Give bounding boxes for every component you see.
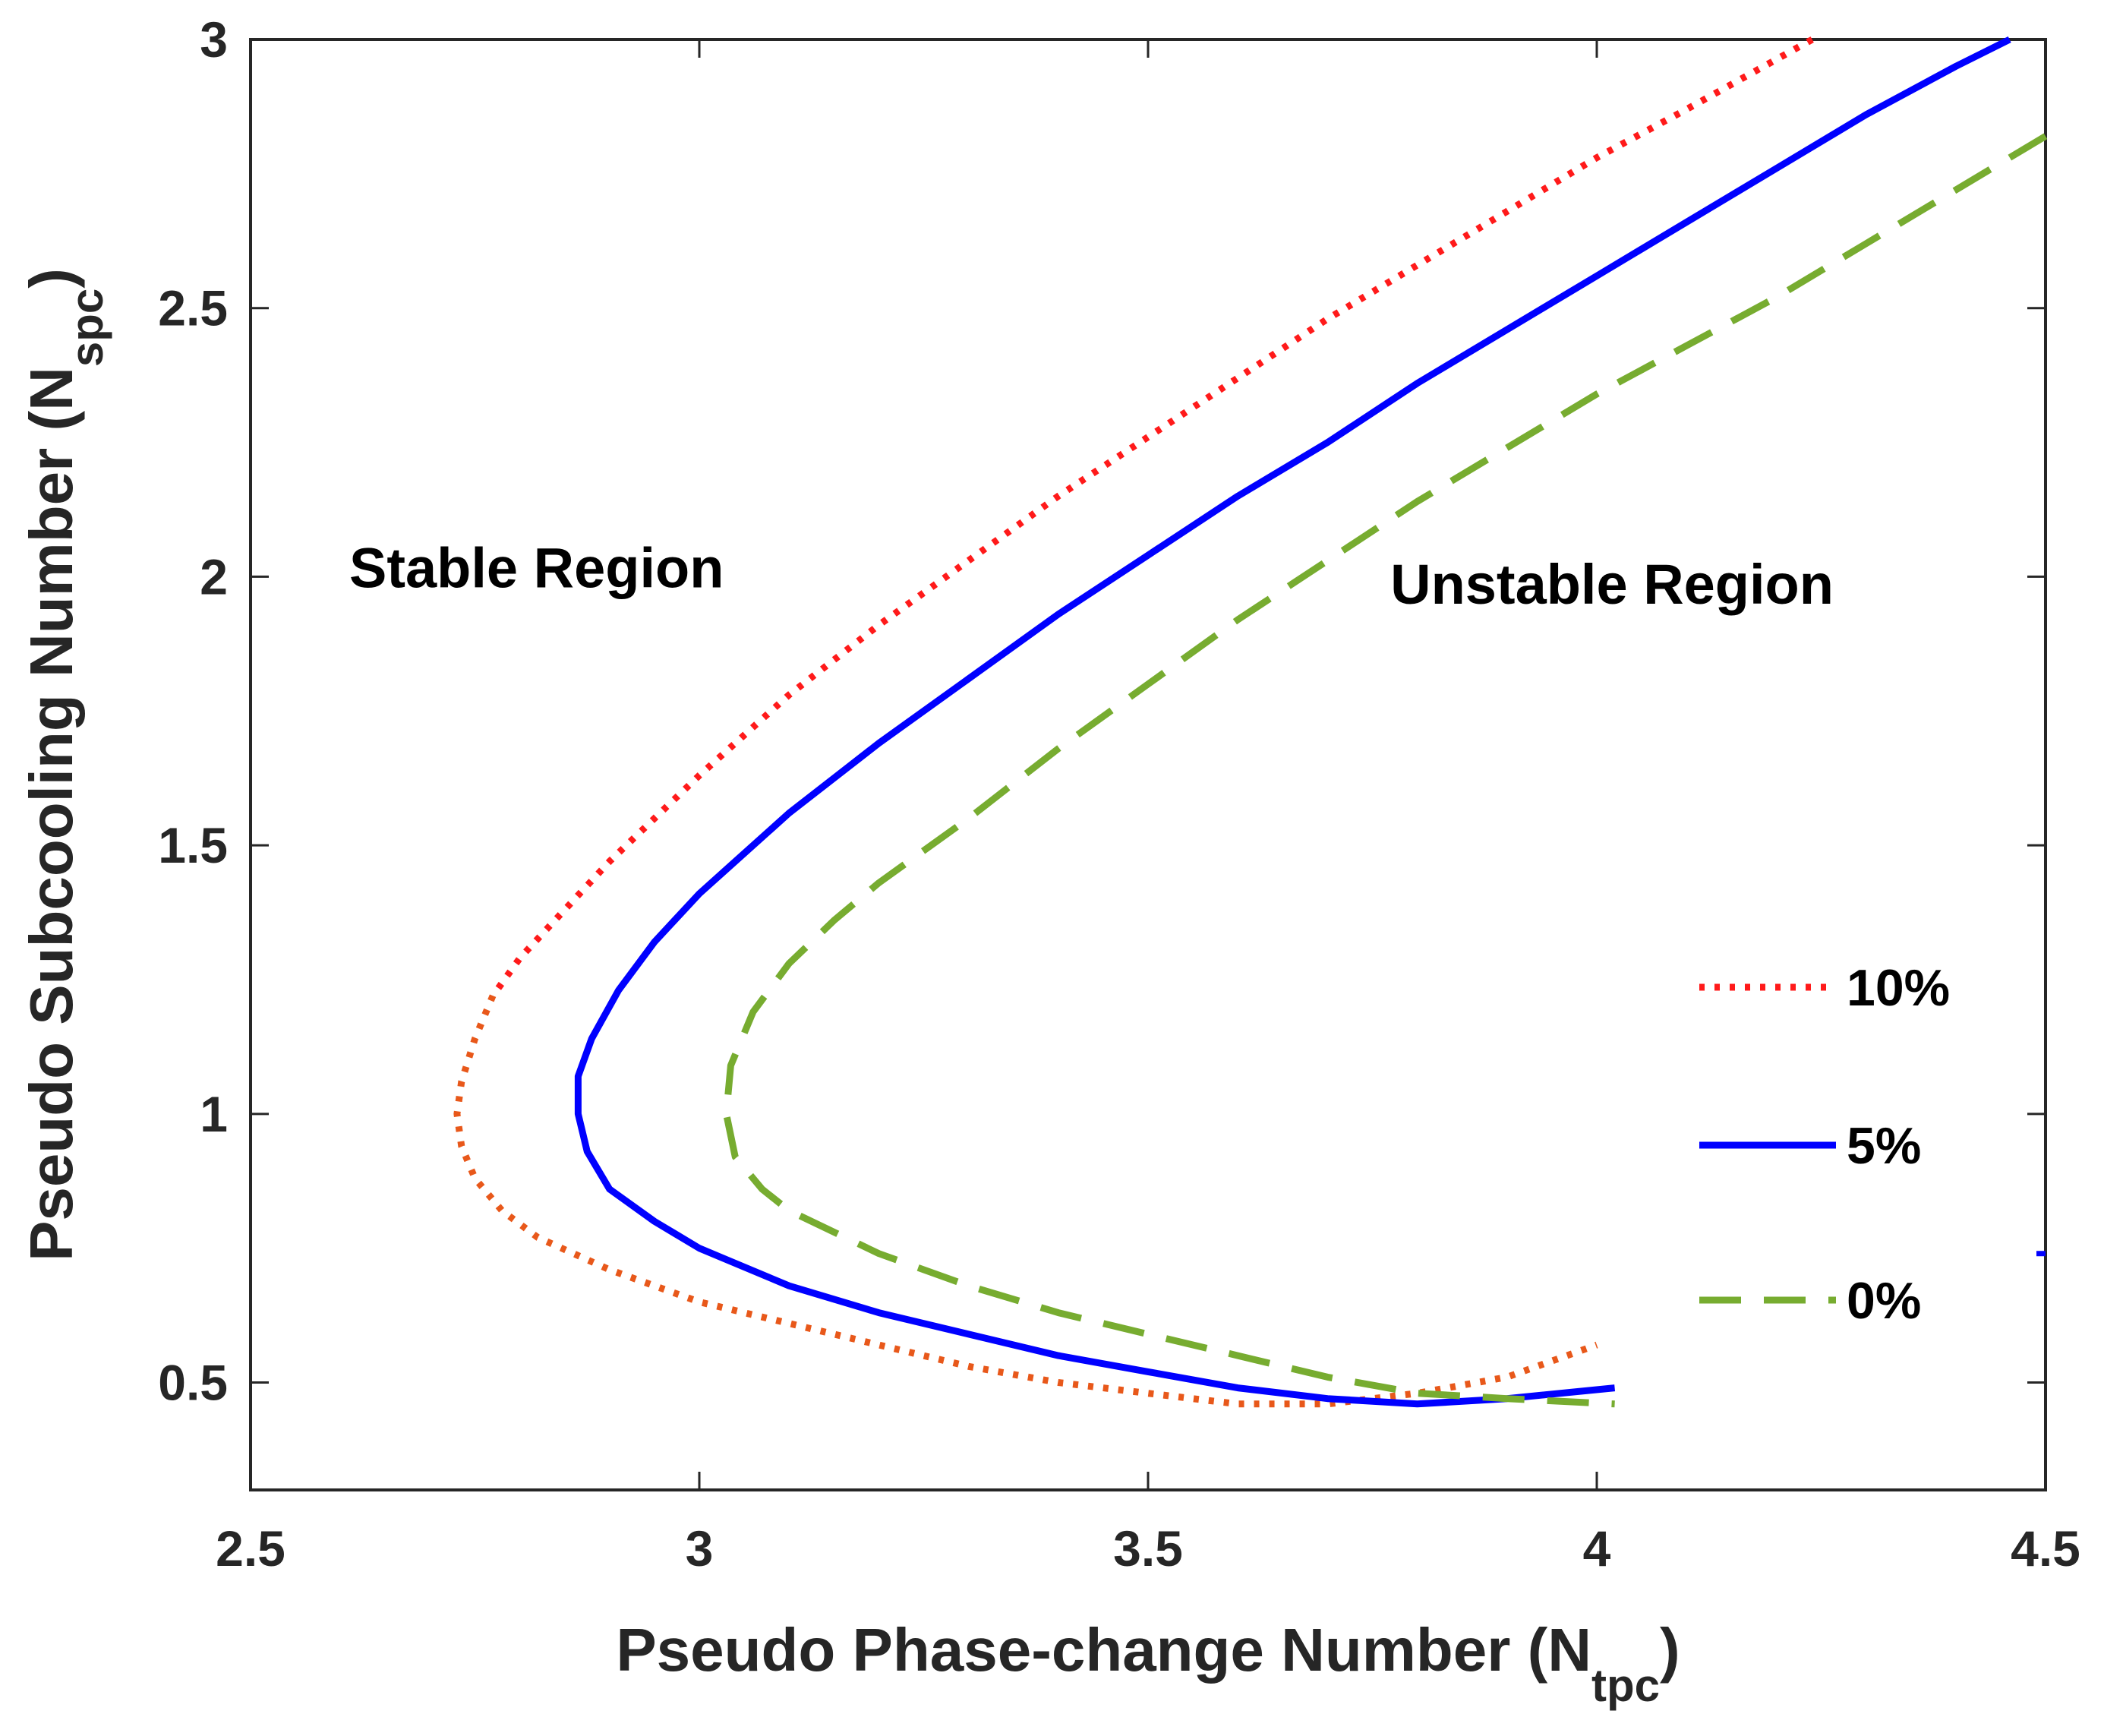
series-group [453,36,2048,1408]
y-tick-label: 1 [200,1086,228,1142]
y-tick-label: 3 [200,11,228,68]
x-tick-label: 4.5 [2011,1520,2080,1577]
x-tick-label: 2.5 [216,1520,285,1577]
x-tick-label: 3.5 [1113,1520,1183,1577]
y-axis-label-main: Pseudo Subcooling Number (N [17,367,85,1261]
x-axis-label-close: ) [1660,1616,1680,1684]
y-axis-label-close: ) [17,268,85,289]
series-line-5pct [574,36,2011,1408]
x-tick-label: 3 [686,1520,714,1577]
series-line-0pct [723,133,2048,1408]
ticks [249,38,2047,1490]
legend-label-0pct: 0% [1847,1272,1921,1330]
x-axis-label-sub: tpc [1591,1660,1660,1711]
labels: 2.5 3 3.5 4 4.5 0.5 1 1.5 2 2.5 3 Pseudo Phase-chan… [17,11,2080,1711]
legend-label-10pct: 10% [1847,959,1950,1017]
x-tick-label: 4 [1583,1520,1611,1577]
y-axis-label: Pseudo Subcooling Number (Nspc) [17,268,112,1261]
plot-area [249,38,2047,1491]
legend-label-5pct: 5% [1847,1117,1921,1175]
x-axis-label-main: Pseudo Phase-change Number (N [616,1616,1591,1684]
y-axis-label-sub: spc [62,289,112,367]
y-tick-label: 2.5 [158,280,228,336]
legend: 10% 5% 0% [1699,959,1950,1330]
y-tick-label: 2 [200,548,228,604]
y-tick-label: 1.5 [158,817,228,873]
unstable-region-label: Unstable Region [1390,553,1834,616]
stable-region-label: Stable Region [349,537,724,600]
x-axis-label: Pseudo Phase-change Number (Ntpc) [616,1616,1680,1711]
y-tick-label: 0.5 [158,1355,228,1411]
